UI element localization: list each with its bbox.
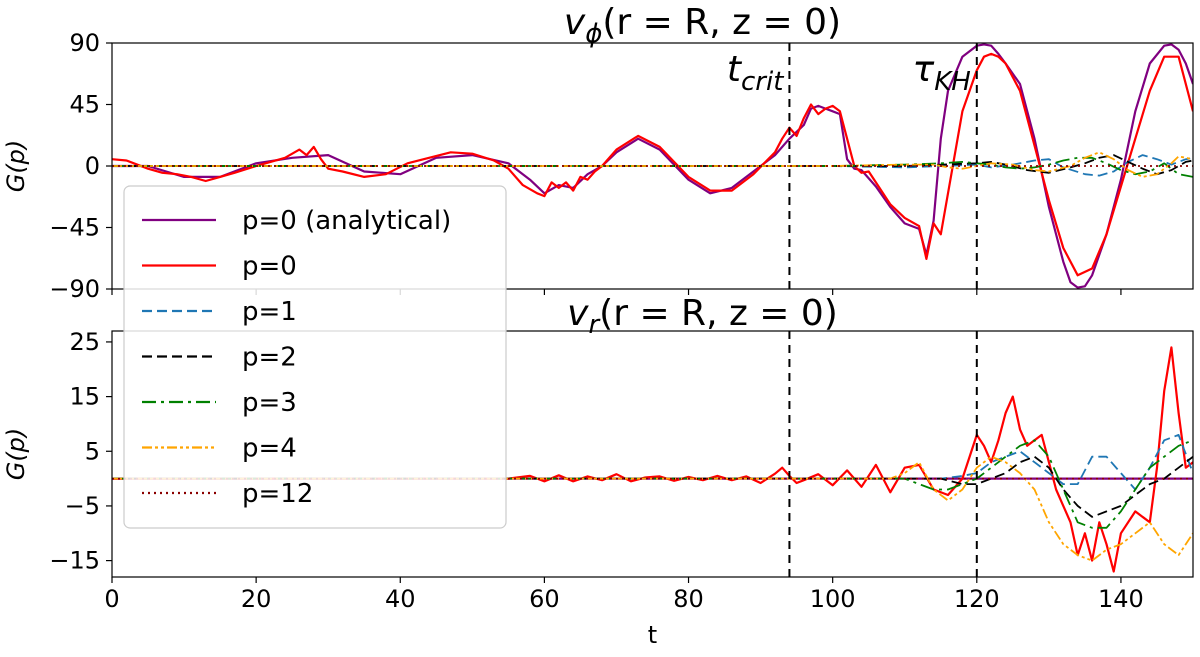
legend-label: p=1: [242, 297, 297, 327]
bottom-x-tick-label: 40: [385, 585, 416, 613]
top-panel: 90 45 0 −45 −90 G(p) vϕ(r = R, z = 0)tcrit τKH: [2, 2, 1194, 303]
top-series-p-0: [112, 52, 1193, 277]
annotation-crit: tcrit: [727, 49, 784, 97]
annotation-kh: τKH: [913, 49, 971, 97]
top-series-p-3: [112, 156, 1193, 178]
legend-label: p=0: [242, 252, 297, 282]
bottom-y-tick-label: 15: [69, 383, 100, 411]
top-series-p-4: [112, 151, 1193, 178]
top-series-p-0-analytical: [112, 43, 1193, 289]
bottom-y-tick-label: 5: [85, 437, 100, 465]
top-y-axis-label: G(p): [2, 140, 30, 193]
bottom-x-axis-label: t: [648, 621, 657, 649]
bottom-x-tick-label: 20: [241, 585, 272, 613]
top-y-tick-label: 90: [69, 29, 100, 57]
legend-label: p=0 (analytical): [242, 206, 451, 236]
top-title: vϕ(r = R, z = 0): [564, 2, 841, 49]
top-series-p-2: [112, 154, 1193, 176]
legend-label: p=3: [242, 388, 297, 418]
bottom-y-axis-label: G(p): [2, 428, 30, 481]
bottom-series-p-4: [112, 455, 1193, 562]
bottom-series-p-2: [112, 455, 1193, 518]
bottom-title: vr(r = R, z = 0): [567, 293, 838, 340]
top-y-tick-label: 0: [85, 152, 100, 180]
bottom-x-tick-label: 140: [1098, 585, 1144, 613]
top-y-tick-label: −90: [49, 275, 100, 303]
legend-label: p=12: [242, 479, 313, 509]
legend: p=0 (analytical) p=0 p=1 p=2 p=3 p=4 p=12: [123, 185, 507, 529]
top-series-group: [112, 43, 1193, 289]
bottom-y-tick-label: 25: [69, 328, 100, 356]
bottom-x-tick-label: 0: [104, 585, 119, 613]
legend-label: p=4: [242, 434, 297, 464]
bottom-panel: 0 20 40 60 80 100 120 140 25 15 5 −5 −15 G(p) t vr(r = …: [2, 293, 1194, 649]
top-y-tick-label: −45: [49, 214, 100, 242]
bottom-y-tick-label: −15: [49, 547, 100, 575]
top-y-tick-label: 45: [69, 91, 100, 119]
bottom-series-p-3: [112, 439, 1193, 529]
bottom-series-p-0: [112, 346, 1193, 573]
bottom-y-tick-label: −5: [65, 492, 100, 520]
legend-box: [123, 185, 507, 529]
bottom-x-tick-label: 120: [954, 585, 1000, 613]
bottom-x-tick-label: 80: [673, 585, 704, 613]
bottom-x-tick-label: 60: [529, 585, 560, 613]
bottom-x-tick-label: 100: [810, 585, 856, 613]
bottom-axes-frame: [111, 330, 1194, 578]
legend-label: p=2: [242, 343, 297, 373]
